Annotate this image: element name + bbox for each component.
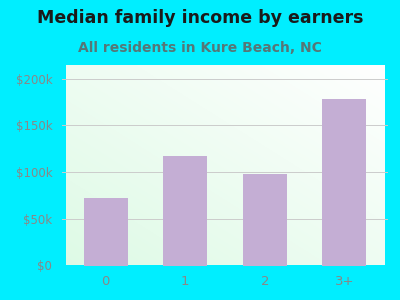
Bar — [322, 99, 366, 266]
Text: All residents in Kure Beach, NC: All residents in Kure Beach, NC — [78, 40, 322, 55]
Text: Median family income by earners: Median family income by earners — [37, 9, 363, 27]
Bar — [243, 174, 287, 266]
Bar — [84, 198, 128, 266]
Bar — [163, 156, 207, 266]
